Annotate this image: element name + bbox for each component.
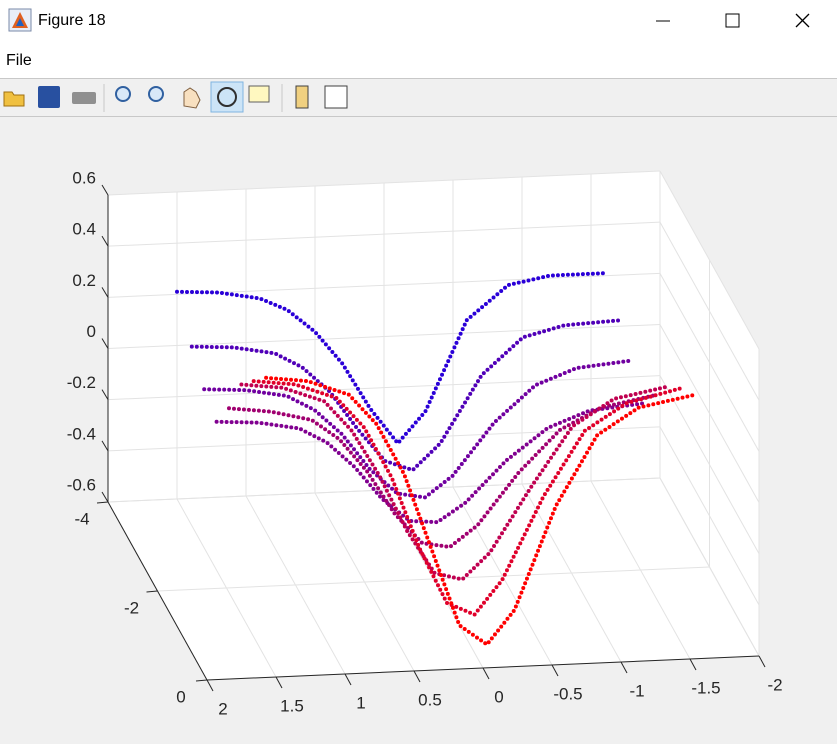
y-tick-label: -4: [74, 509, 89, 528]
grid-line: [659, 324, 760, 503]
legend-button[interactable]: [324, 85, 348, 109]
grid-line: [157, 566, 710, 592]
tick-mark: [344, 673, 352, 686]
print-button[interactable]: [72, 92, 96, 104]
grid-line: [659, 221, 760, 401]
grid-line: [107, 170, 661, 196]
z-tick-label: -0.2: [67, 373, 96, 392]
menu-file[interactable]: File: [6, 52, 32, 69]
grid-line: [107, 272, 661, 298]
colorbar-button[interactable]: [295, 85, 309, 109]
x-tick-label: 0.5: [418, 690, 442, 709]
tick-mark: [413, 670, 421, 683]
save-button[interactable]: [38, 86, 60, 108]
point-curve: [189, 318, 622, 473]
x-tick-label: 1.5: [280, 696, 304, 715]
grid-line: [107, 426, 661, 452]
zoom-in-button[interactable]: [115, 86, 131, 102]
pan-button[interactable]: [183, 87, 201, 109]
x-tick-label: -1: [629, 681, 644, 700]
tick-mark: [620, 661, 628, 674]
y-tick-label: -2: [124, 598, 139, 617]
x-tick-label: 1: [356, 693, 365, 712]
z-tick-label: 0.4: [72, 220, 96, 239]
x-tick-label: -2: [767, 675, 782, 694]
toolbar: [3, 81, 348, 113]
grid-line: [659, 426, 760, 606]
title-bar: [0, 0, 837, 42]
grid-line: [659, 375, 760, 554]
rotate-button[interactable]: [210, 81, 244, 113]
tick-mark: [206, 679, 214, 692]
tick-mark: [689, 658, 697, 671]
x-tick-label: 0: [494, 687, 503, 706]
tick-mark: [195, 679, 208, 682]
tick-mark: [146, 590, 158, 593]
z-tick-label: 0.6: [72, 168, 96, 187]
x-tick-label: -0.5: [553, 684, 582, 703]
grid-line: [659, 477, 760, 657]
tick-mark: [101, 389, 109, 400]
tick-mark: [101, 440, 109, 452]
grid-line: [659, 170, 760, 350]
point-curve: [239, 382, 672, 582]
x-tick-label: 2: [218, 699, 227, 718]
tick-mark: [96, 501, 109, 504]
tick-mark: [482, 667, 490, 680]
grid-line: [107, 221, 661, 247]
grid-line: [107, 324, 661, 349]
close-button[interactable]: [795, 13, 810, 28]
open-button[interactable]: [3, 91, 25, 107]
zoom-out-button[interactable]: [148, 86, 164, 102]
app-icon: [8, 8, 32, 32]
grid-line: [659, 273, 760, 452]
grid-line: [107, 375, 661, 401]
data-tips-button[interactable]: [248, 85, 270, 103]
window-title: Figure 18: [38, 12, 106, 29]
maximize-button[interactable]: [725, 13, 740, 28]
z-tick-label: 0: [87, 322, 96, 341]
tick-mark: [101, 184, 109, 196]
tick-mark: [101, 338, 109, 349]
tick-mark: [101, 287, 109, 298]
z-tick-label: -0.6: [67, 475, 96, 494]
point-curve: [175, 271, 607, 447]
z-tick-label: 0.2: [72, 271, 96, 290]
point-curve: [202, 358, 634, 500]
x-tick-label: -1.5: [691, 678, 720, 697]
tick-mark: [551, 664, 559, 677]
tick-mark: [101, 491, 109, 503]
menu-bar: [0, 42, 837, 78]
point-curve: [227, 392, 659, 550]
tick-mark: [275, 676, 283, 689]
tick-mark: [101, 235, 109, 247]
tick-mark: [758, 655, 766, 668]
point-curve: [251, 379, 684, 618]
point-curve: [264, 375, 696, 648]
y-tick-label: 0: [176, 687, 185, 706]
z-tick-label: -0.4: [67, 424, 96, 443]
